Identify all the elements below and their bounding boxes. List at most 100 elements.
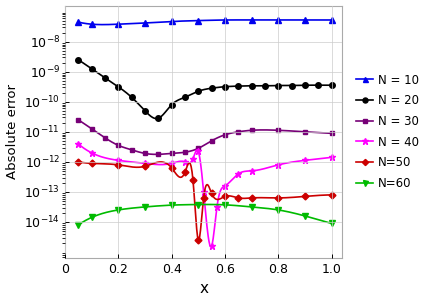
N = 20 <box>249 84 254 88</box>
N = 30 <box>156 153 161 156</box>
N = 20 <box>89 67 94 70</box>
N = 40 <box>222 184 227 188</box>
N=50 <box>236 196 241 200</box>
N=60 <box>276 208 281 212</box>
N = 10 <box>116 22 121 26</box>
N = 20 <box>142 109 147 113</box>
N = 30 <box>249 128 254 132</box>
N=60 <box>249 205 254 209</box>
N = 30 <box>236 130 241 133</box>
N=50 <box>76 160 81 164</box>
N = 30 <box>102 136 108 140</box>
N = 20 <box>222 85 227 88</box>
N=50 <box>302 194 307 198</box>
N = 20 <box>182 95 187 99</box>
N = 40 <box>89 151 94 155</box>
N=60 <box>116 208 121 212</box>
N = 30 <box>142 152 147 155</box>
N = 10 <box>302 18 307 22</box>
Line: N = 20: N = 20 <box>75 57 335 121</box>
N = 10 <box>329 18 334 22</box>
N=50 <box>182 171 187 174</box>
N = 40 <box>190 157 196 161</box>
N=60 <box>222 203 227 207</box>
N = 20 <box>102 76 108 79</box>
Line: N=50: N=50 <box>76 159 334 243</box>
N = 10 <box>76 20 81 24</box>
N = 30 <box>129 148 134 152</box>
N = 40 <box>276 163 281 167</box>
N = 40 <box>215 205 220 209</box>
N = 20 <box>316 83 321 87</box>
N = 20 <box>169 103 174 107</box>
N = 10 <box>142 21 147 25</box>
N = 20 <box>262 84 267 88</box>
N = 20 <box>196 89 201 93</box>
N=60 <box>302 214 307 218</box>
N=50 <box>276 196 281 200</box>
N = 10 <box>276 18 281 22</box>
N=50 <box>249 196 254 200</box>
N = 10 <box>89 22 94 26</box>
N = 20 <box>329 83 334 87</box>
N = 40 <box>236 172 241 176</box>
N = 20 <box>302 83 307 87</box>
N=50 <box>209 191 214 195</box>
Line: N=60: N=60 <box>75 202 335 228</box>
N = 40 <box>142 162 147 165</box>
N=50 <box>116 163 121 167</box>
N=60 <box>196 203 201 206</box>
N = 40 <box>196 149 201 153</box>
N = 30 <box>76 118 81 122</box>
N = 20 <box>76 58 81 62</box>
N=60 <box>329 222 334 225</box>
N = 20 <box>156 117 161 120</box>
N = 20 <box>236 84 241 88</box>
N = 30 <box>89 127 94 130</box>
N=50 <box>201 196 206 200</box>
N = 30 <box>222 133 227 137</box>
Line: N = 10: N = 10 <box>75 17 335 27</box>
N=60 <box>169 203 174 207</box>
Y-axis label: Absolute error: Absolute error <box>6 84 18 179</box>
N = 40 <box>116 159 121 162</box>
N = 10 <box>196 19 201 22</box>
N = 40 <box>201 190 206 194</box>
N=50 <box>89 162 94 165</box>
N = 30 <box>182 150 187 154</box>
N = 20 <box>276 84 281 87</box>
N = 20 <box>129 95 134 99</box>
N = 30 <box>116 143 121 147</box>
N=50 <box>329 193 334 197</box>
N=60 <box>89 216 94 219</box>
N=50 <box>196 238 201 242</box>
N = 40 <box>302 159 307 162</box>
N = 10 <box>169 20 174 23</box>
N=50 <box>169 166 174 170</box>
Legend: N = 10, N = 20, N = 30, N = 40, N=50, N=60: N = 10, N = 20, N = 30, N = 40, N=50, N=… <box>351 69 424 195</box>
N = 30 <box>196 146 201 150</box>
N = 40 <box>249 169 254 173</box>
N = 10 <box>249 18 254 22</box>
N = 40 <box>329 156 334 159</box>
Line: N = 40: N = 40 <box>75 140 335 249</box>
Line: N = 30: N = 30 <box>76 117 334 157</box>
N=50 <box>190 178 196 182</box>
N = 30 <box>276 128 281 132</box>
X-axis label: x: x <box>199 281 208 297</box>
N = 40 <box>182 160 187 164</box>
N=60 <box>76 223 81 227</box>
N = 20 <box>116 85 121 88</box>
N = 20 <box>209 86 214 90</box>
N = 40 <box>76 142 81 146</box>
N = 40 <box>209 244 214 248</box>
N=60 <box>142 205 147 209</box>
N = 30 <box>302 130 307 133</box>
N = 30 <box>209 139 214 143</box>
N=50 <box>222 194 227 198</box>
N = 30 <box>169 152 174 155</box>
N=50 <box>142 165 147 168</box>
N = 40 <box>169 162 174 165</box>
N = 30 <box>329 131 334 135</box>
N = 20 <box>289 84 294 87</box>
